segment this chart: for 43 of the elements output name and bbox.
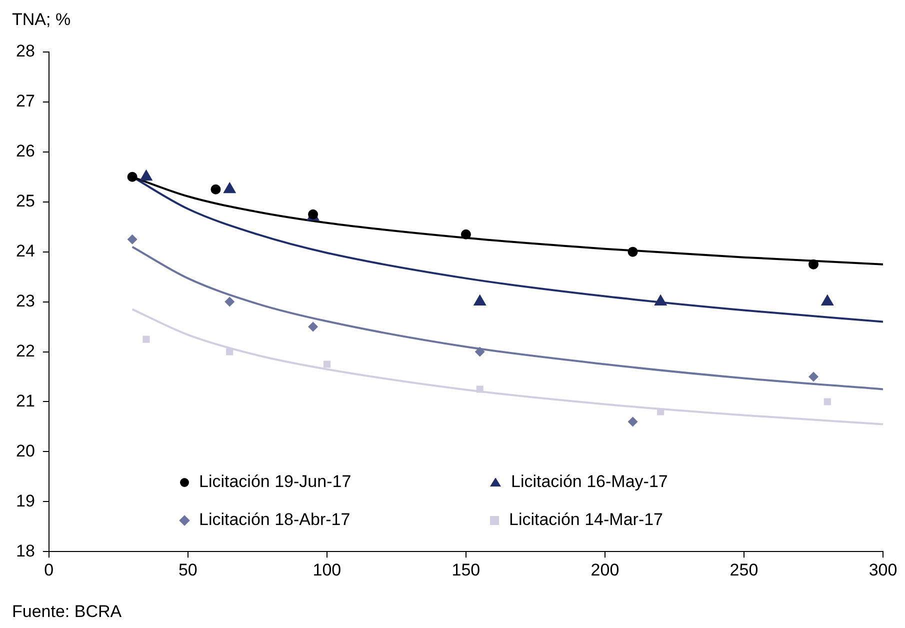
x-tick-label: 100 [312, 560, 342, 580]
point [657, 408, 664, 416]
y-tick-label: 19 [16, 491, 35, 510]
point [628, 246, 638, 257]
point [628, 416, 638, 427]
point [323, 360, 330, 368]
x-tick-label: 250 [730, 560, 758, 580]
point [308, 322, 318, 332]
line-series [131, 246, 883, 390]
point [226, 348, 234, 356]
x-tick-label: 150 [452, 560, 480, 580]
point [127, 234, 138, 244]
point [142, 336, 150, 343]
legend-label: Licitación 16-May-17 [511, 472, 668, 492]
x-tick-label: 50 [178, 560, 198, 580]
y-tick-label: 25 [16, 192, 35, 211]
source-note: Fuente: BCRA [12, 602, 122, 622]
point [808, 372, 818, 382]
point [476, 386, 484, 393]
legend-label: Licitación 14-Mar-17 [509, 510, 664, 530]
point [808, 259, 818, 270]
y-tick-label: 18 [16, 541, 35, 560]
y-tick-label: 24 [16, 242, 35, 261]
y-tick-label: 20 [16, 441, 35, 460]
x-tick-label: 300 [868, 560, 898, 580]
point [210, 184, 221, 194]
y-tick-label: 22 [16, 341, 35, 360]
y-axis-title: TNA; % [12, 10, 71, 30]
y-tick-label: 26 [16, 142, 35, 161]
line-series [131, 308, 883, 426]
y-tick-label: 21 [16, 391, 35, 410]
point [824, 398, 831, 406]
point [224, 296, 235, 307]
x-tick-label: 200 [590, 560, 620, 580]
legend-label: Licitación 18-Abr-17 [199, 510, 350, 530]
y-tick-label: 23 [16, 291, 35, 310]
point [460, 229, 471, 240]
point [474, 346, 485, 357]
y-tick-label: 27 [16, 92, 35, 111]
point [127, 172, 138, 182]
x-tick-label: 0 [44, 560, 54, 580]
legend-label: Licitación 19-Jun-17 [199, 472, 352, 492]
y-tick-label: 28 [16, 42, 35, 61]
